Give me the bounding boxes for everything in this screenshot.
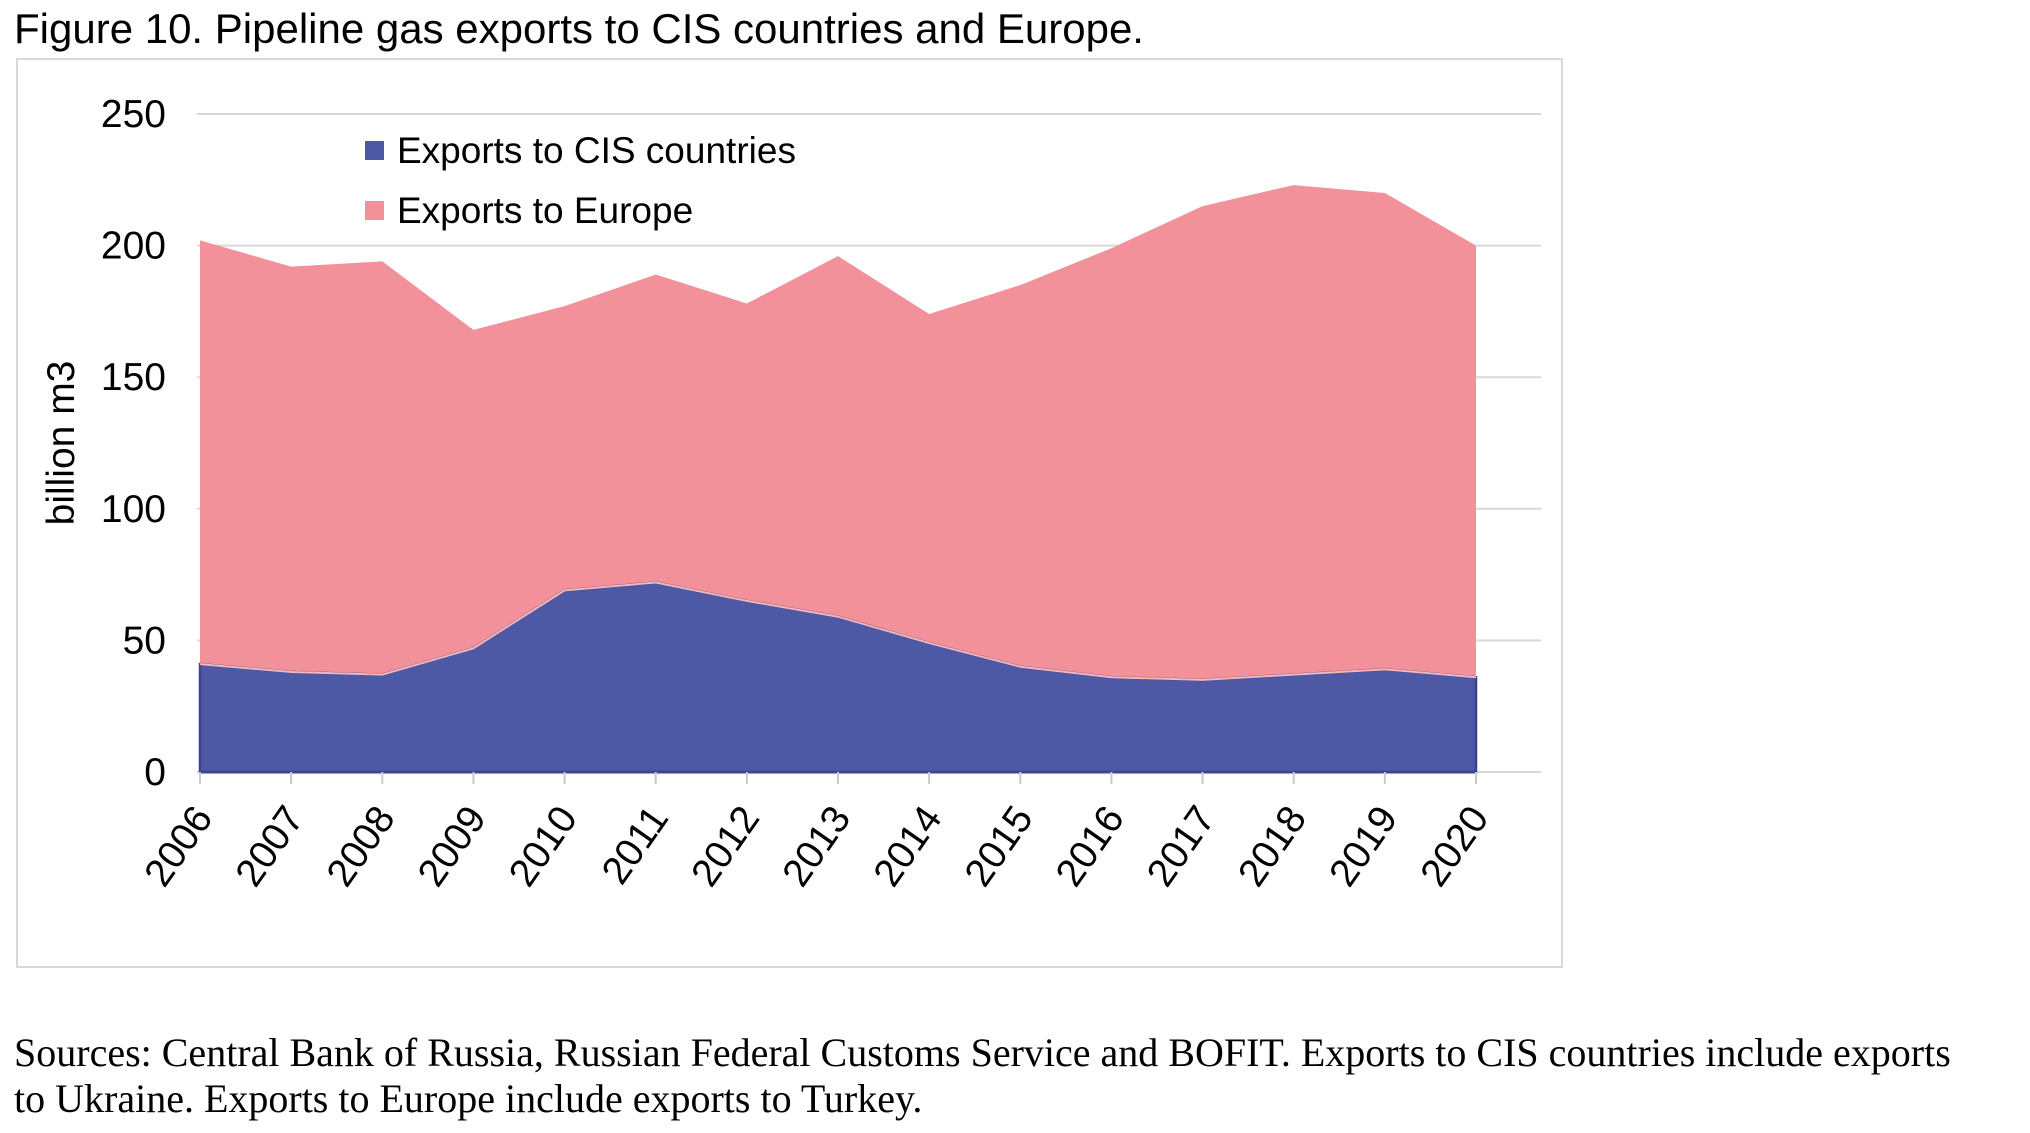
source-note: Sources: Central Bank of Russia, Russian… xyxy=(14,1030,2024,1122)
y-axis-tick-label: 200 xyxy=(101,225,166,268)
legend-swatch-cis-icon xyxy=(365,140,384,160)
x-axis-tick-label: 2011 xyxy=(594,798,677,891)
x-axis-tick-label: 2019 xyxy=(1321,798,1406,894)
x-axis-tick-label: 2009 xyxy=(410,798,495,894)
y-axis-tick-label: 100 xyxy=(101,488,166,531)
x-axis-tick-label: 2014 xyxy=(866,798,951,894)
x-axis-tick-label: 2006 xyxy=(136,798,221,894)
y-axis-tick-label: 0 xyxy=(144,751,166,794)
stacked-area-chart: 2006 2007 2008 2009 2010 2011 2012 2013 2014 2015… xyxy=(40,93,1541,894)
y-axis-tick-label: 150 xyxy=(101,356,166,399)
x-axis-tick-label: 2020 xyxy=(1412,798,1497,894)
x-axis-tick-label: 2012 xyxy=(683,798,768,894)
x-axis-tick-label: 2015 xyxy=(957,798,1042,894)
x-axis-tick-label: 2017 xyxy=(1139,798,1224,894)
y-axis-tick-label: 250 xyxy=(101,93,166,136)
x-axis-tick-label: 2013 xyxy=(774,798,859,894)
x-axis-tick-label: 2018 xyxy=(1230,798,1315,894)
legend-label-cis: Exports to CIS countries xyxy=(397,129,796,171)
y-axis-tick-label: 50 xyxy=(123,619,166,662)
x-axis-tick-label: 2007 xyxy=(228,798,313,894)
x-axis-tick-label: 2008 xyxy=(319,798,404,894)
x-axis-tick-label: 2010 xyxy=(501,798,586,894)
source-note-line-1: Sources: Central Bank of Russia, Russian… xyxy=(14,1030,1951,1075)
legend-item-europe: Exports to Europe xyxy=(365,189,796,231)
series-boundary-line xyxy=(199,581,1477,681)
legend-item-cis: Exports to CIS countries xyxy=(365,129,796,171)
source-note-line-2: to Ukraine. Exports to Europe include ex… xyxy=(14,1076,923,1121)
y-axis-title: billion m3 xyxy=(40,361,83,526)
figure-title: Figure 10. Pipeline gas exports to CIS c… xyxy=(14,5,1144,52)
legend-label-europe: Exports to Europe xyxy=(397,189,694,231)
chart-legend: Exports to CIS countries Exports to Euro… xyxy=(365,132,796,252)
chart-area: 2006 2007 2008 2009 2010 2011 2012 2013 2014 2015… xyxy=(16,58,1563,968)
legend-swatch-europe-icon xyxy=(365,200,384,220)
x-axis-tick-label: 2016 xyxy=(1048,798,1133,894)
